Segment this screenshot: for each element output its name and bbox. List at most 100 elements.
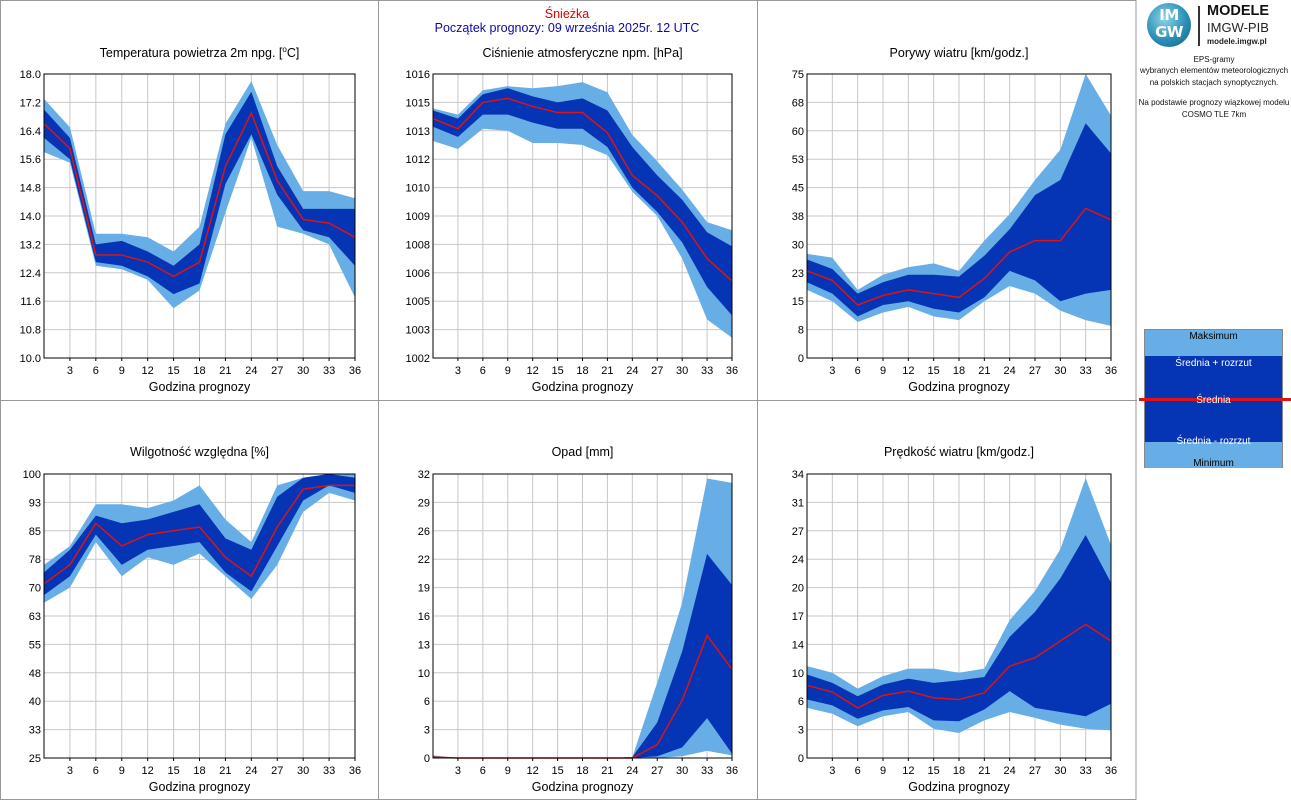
x-tick-label: 21 <box>978 765 990 777</box>
x-tick-label: 9 <box>880 365 886 377</box>
y-tick-label: 31 <box>792 497 804 509</box>
x-tick-label: 36 <box>349 365 361 377</box>
y-tick-label: 13.2 <box>20 239 41 251</box>
legend-label-mean: Średnia <box>1196 395 1231 406</box>
y-tick-label: 0 <box>798 753 804 765</box>
legend-label-max: Maksimum <box>1189 331 1238 342</box>
x-tick-label: 3 <box>829 765 835 777</box>
x-tick-label: 3 <box>67 365 73 377</box>
x-tick-label: 36 <box>726 765 738 777</box>
x-tick-label: 12 <box>902 765 914 777</box>
x-tick-label: 27 <box>1029 365 1041 377</box>
x-tick-label: 27 <box>651 765 663 777</box>
y-tick-label: 78 <box>29 554 41 566</box>
x-tick-label: 15 <box>551 365 563 377</box>
desc-line: wybranych elementów meteorologicznych <box>1139 66 1289 76</box>
series-min-max-band <box>433 478 732 758</box>
y-tick-label: 1016 <box>406 69 430 81</box>
x-tick-label: 15 <box>928 765 940 777</box>
forecast-start: Początek prognozy: 09 września 2025r. 12… <box>435 21 700 35</box>
x-tick-label: 30 <box>676 365 688 377</box>
sidebar: IM GW MODELE IMGW-PIB modele.imgw.pl EPS… <box>1137 0 1291 800</box>
x-tick-label: 15 <box>167 365 179 377</box>
imgw-logo-icon: IM GW <box>1147 3 1191 47</box>
x-tick-label: 30 <box>297 765 309 777</box>
chart-panel-3: Wilgotność względna [%]25334048556370788… <box>23 445 361 794</box>
y-tick-label: 10.0 <box>20 353 41 365</box>
y-tick-label: 38 <box>792 211 804 223</box>
y-tick-label: 1006 <box>406 268 430 280</box>
chart-panel-1: Ciśnienie atmosferyczne npm. [hPa] 1002 10… <box>406 46 739 394</box>
y-tick-label: 20 <box>792 583 804 595</box>
y-tick-label: 53 <box>792 154 804 166</box>
y-tick-label: 0 <box>798 353 804 365</box>
brand-title: MODELE <box>1207 3 1270 19</box>
series-spread-band <box>44 474 355 596</box>
y-tick-label: 63 <box>29 611 41 623</box>
chart-panel-5: Prędkość wiatru [km/godz.]03610141720242… <box>792 445 1117 794</box>
x-tick-label: 30 <box>676 765 688 777</box>
y-tick-label: 100 <box>23 469 41 481</box>
x-tick-label: 3 <box>829 365 835 377</box>
x-tick-label: 30 <box>1054 765 1066 777</box>
x-tick-label: 3 <box>455 365 461 377</box>
x-tick-label: 27 <box>1029 765 1041 777</box>
x-tick-label: 6 <box>855 365 861 377</box>
logo-divider <box>1198 6 1200 46</box>
x-tick-label: 18 <box>193 765 205 777</box>
x-tick-label: 30 <box>297 365 309 377</box>
x-tick-label: 9 <box>880 765 886 777</box>
chart-title: Prędkość wiatru [km/godz.] <box>884 445 1034 459</box>
x-axis-label: Godzina prognozy <box>532 780 634 794</box>
y-tick-label: 13 <box>418 639 430 651</box>
y-tick-label: 1002 <box>406 353 430 365</box>
x-tick-label: 36 <box>726 365 738 377</box>
y-tick-label: 75 <box>792 69 804 81</box>
y-tick-label: 16.4 <box>20 126 41 138</box>
y-tick-label: 6 <box>424 696 430 708</box>
x-tick-label: 18 <box>576 765 588 777</box>
x-tick-label: 33 <box>323 365 335 377</box>
legend-mean-line <box>1139 398 1291 401</box>
y-tick-label: 23 <box>792 268 804 280</box>
y-tick-label: 48 <box>29 668 41 680</box>
legend-label-mean-minus: Średnia - rozrzut <box>1176 436 1251 447</box>
x-tick-label: 24 <box>1004 765 1016 777</box>
x-tick-label: 33 <box>701 765 713 777</box>
x-tick-label: 3 <box>455 765 461 777</box>
x-tick-label: 15 <box>551 765 563 777</box>
y-tick-label: 0 <box>424 753 430 765</box>
x-axis-label: Godzina prognozy <box>149 780 251 794</box>
brand-subtitle: IMGW-PIB <box>1207 20 1269 35</box>
legend-max-band <box>1145 330 1282 356</box>
desc-line: na polskich stacjach synoptycznych. <box>1149 77 1279 87</box>
y-tick-label: 18.0 <box>20 69 41 81</box>
y-tick-label: 14 <box>792 639 804 651</box>
chart-title: Temperatura powietrza 2m npg. [oC] <box>100 45 300 60</box>
x-tick-label: 9 <box>505 765 511 777</box>
x-tick-label: 9 <box>119 365 125 377</box>
x-tick-label: 33 <box>1080 765 1092 777</box>
x-tick-label: 6 <box>480 765 486 777</box>
x-axis-label: Godzina prognozy <box>149 380 251 394</box>
legend-min-band <box>1145 442 1282 468</box>
imgw-logo: IM GW MODELE IMGW-PIB modele.imgw.pl <box>1147 3 1287 47</box>
y-tick-label: 1012 <box>406 154 430 166</box>
y-tick-label: 17 <box>792 611 804 623</box>
x-tick-label: 12 <box>527 365 539 377</box>
x-tick-label: 9 <box>119 765 125 777</box>
y-tick-label: 6 <box>798 696 804 708</box>
series-mean-line <box>432 97 733 282</box>
y-tick-label: 30 <box>792 239 804 251</box>
x-tick-label: 33 <box>701 365 713 377</box>
series-spread-band <box>44 91 355 295</box>
y-tick-label: 55 <box>29 639 41 651</box>
y-tick-label: 15.6 <box>20 154 41 166</box>
x-tick-label: 12 <box>902 365 914 377</box>
x-tick-label: 6 <box>855 765 861 777</box>
y-tick-label: 1005 <box>406 296 430 308</box>
y-tick-label: 1003 <box>406 325 430 337</box>
y-tick-label: 1015 <box>406 97 430 109</box>
x-tick-label: 24 <box>245 765 257 777</box>
